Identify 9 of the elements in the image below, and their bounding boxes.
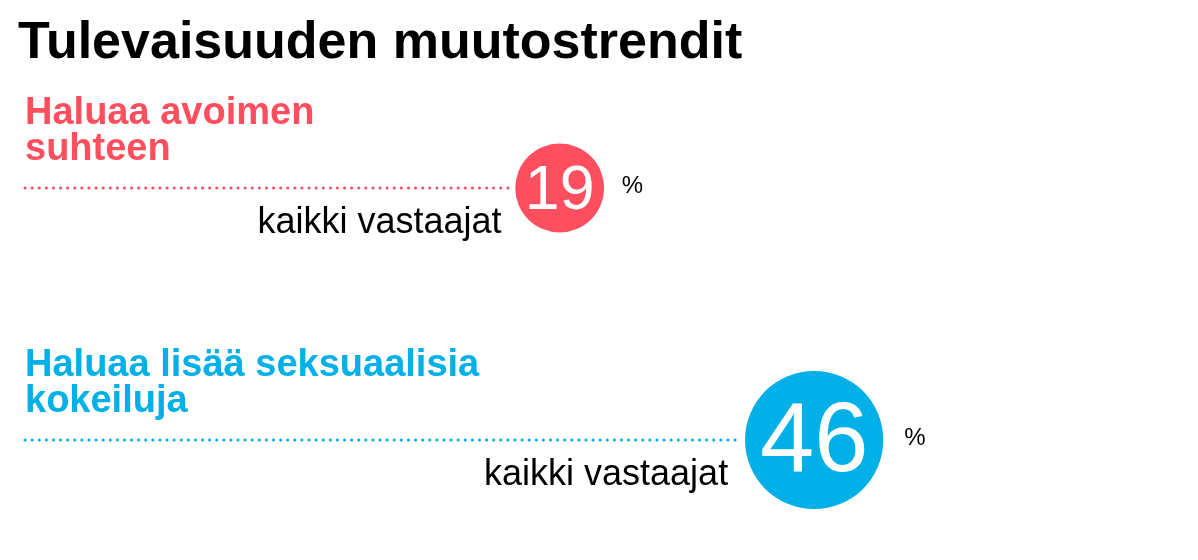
text: % — [621, 171, 644, 198]
category-label: Haluaa lisää seksuaalisia kokeiluja — [25, 342, 481, 420]
data-label: 19 — [524, 152, 595, 222]
text: % — [904, 423, 926, 450]
text: Tulevaisuuden muutostrendit — [18, 11, 743, 69]
text: kaikki vastaajat — [257, 200, 502, 241]
category-label: Haluaa avoimen suhteen — [25, 90, 315, 168]
data-label: 46 — [759, 383, 869, 492]
text: kaikki vastaajat — [484, 452, 729, 493]
